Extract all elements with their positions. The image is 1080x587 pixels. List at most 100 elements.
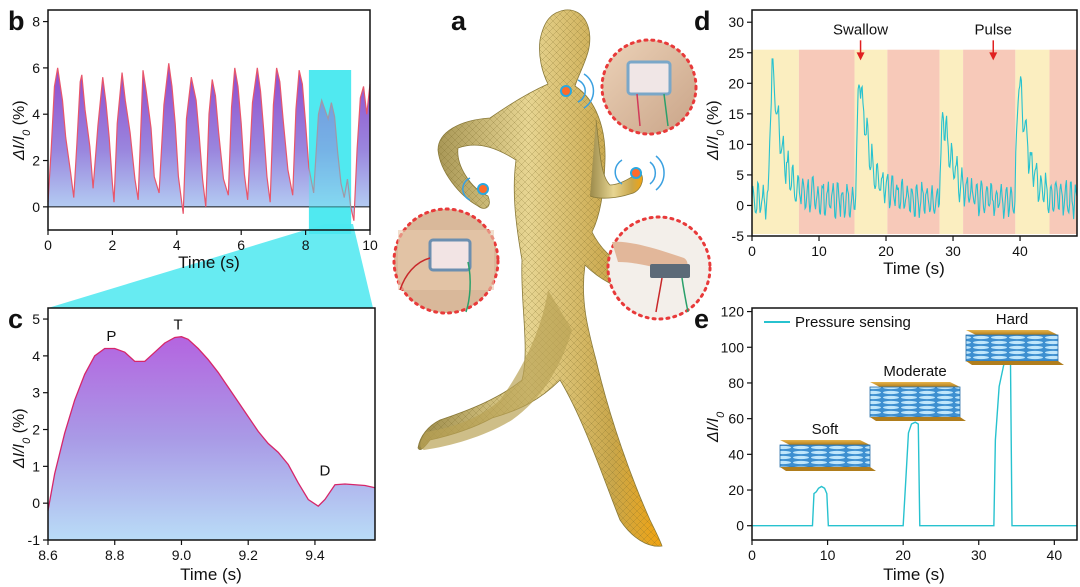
- panel-e-ylabel: ΔI/I0: [705, 411, 727, 443]
- panel-c-chart: P T D 8.6 8.8 9.0 9.2 9.4 -1 0 1 2 3 4 5 Time (s) ΔI/…: [11, 307, 376, 584]
- pressure-label-moderate: Moderate: [883, 363, 946, 380]
- material-stack-soft: Soft: [779, 421, 876, 471]
- pressure-label-hard: Hard: [996, 311, 1029, 328]
- annotation-swallow: Swallow: [833, 21, 888, 38]
- x-tick-label: 40: [1047, 547, 1063, 563]
- stack-top-plate: [966, 330, 1058, 335]
- stack-top-plate: [870, 382, 960, 387]
- annotation-arrow-head: [856, 52, 865, 61]
- inset-throat-sensor: [600, 38, 698, 136]
- stack-layers: [965, 334, 1059, 362]
- panel-label-a: a: [451, 6, 467, 36]
- runner-figure: [417, 9, 663, 547]
- annotation-arrow-head: [989, 52, 998, 61]
- stack-layers: [779, 444, 871, 468]
- x-tick-label: 6: [237, 237, 245, 253]
- inset-finger-sensor: [606, 215, 712, 321]
- panel-d-ylabel: ΔI/I0 (%): [705, 100, 727, 161]
- y-tick-label: 0: [736, 197, 744, 213]
- x-tick-label: 20: [878, 243, 894, 259]
- y-tick-label: 5: [736, 167, 744, 183]
- x-tick-label: 20: [895, 547, 911, 563]
- y-tick-label: 4: [32, 348, 40, 364]
- panel-label-c: c: [8, 304, 23, 334]
- y-tick-label: 25: [728, 45, 744, 61]
- panel-b-ylabel: ΔI/I0 (%): [11, 100, 33, 161]
- panel-c-ylabel: ΔI/I0 (%): [11, 408, 33, 469]
- panel-d-series-line: [751, 58, 1078, 220]
- wrist-signal-waves: [462, 177, 471, 201]
- legend-label: Pressure sensing: [795, 314, 911, 331]
- panel-e-frame: [751, 307, 1078, 541]
- x-tick-label: 0: [748, 243, 756, 259]
- y-tick-label: 8: [32, 14, 40, 30]
- finger-sensor-dot: [630, 167, 642, 179]
- x-tick-label: 30: [971, 547, 987, 563]
- panel-c-frame: [47, 307, 376, 541]
- panel-label-d: d: [694, 6, 711, 36]
- y-tick-label: 100: [721, 339, 745, 355]
- band-yellow: [752, 49, 799, 235]
- panel-b-frame: [47, 9, 371, 231]
- y-tick-label: 20: [728, 75, 744, 91]
- x-tick-label: 0: [748, 547, 756, 563]
- x-tick-label: 2: [109, 237, 117, 253]
- panel-a-illustration: [392, 9, 712, 547]
- panel-c-series-line: [47, 336, 376, 511]
- panel-c-area: [48, 336, 375, 540]
- material-stack-hard: Hard: [965, 311, 1064, 365]
- panel-b-xlabel: Time (s): [178, 253, 240, 272]
- peak-label-t: T: [174, 316, 183, 333]
- panel-e-chart: 0 10 20 30 40 0 20 40 60 80 100 120 Pressure sensin…: [705, 304, 1078, 584]
- y-tick-label: 0: [32, 199, 40, 215]
- y-tick-label: 1: [32, 458, 40, 474]
- y-tick-label: 0: [32, 495, 40, 511]
- band-yellow: [939, 49, 964, 235]
- x-tick-label: 9.2: [238, 547, 258, 563]
- stack-bottom-plate: [780, 467, 876, 471]
- x-tick-label: 9.4: [305, 547, 325, 563]
- peak-label-p: P: [106, 328, 116, 345]
- panel-c-xlabel: Time (s): [180, 565, 242, 584]
- y-tick-label: 2: [32, 422, 40, 438]
- inset-wrist-sensor: [392, 207, 500, 315]
- finger-signal-waves: [614, 155, 665, 191]
- y-tick-label: 5: [32, 311, 40, 327]
- annotation-pulse: Pulse: [974, 21, 1012, 38]
- y-tick-label: 15: [728, 106, 744, 122]
- panel-d-frame: [751, 9, 1078, 237]
- band-yellow: [854, 49, 888, 235]
- x-tick-label: 8.8: [105, 547, 125, 563]
- band-pink: [963, 49, 1016, 235]
- y-tick-label: 120: [721, 304, 745, 320]
- y-tick-label: 2: [32, 153, 40, 169]
- pressure-label-soft: Soft: [812, 421, 840, 438]
- panel-label-b: b: [8, 6, 25, 36]
- y-tick-label: 0: [736, 518, 744, 534]
- stack-top-plate: [780, 440, 870, 445]
- neck-sensor-dot: [560, 85, 572, 97]
- y-tick-label: 10: [728, 136, 744, 152]
- x-tick-label: 8.6: [38, 547, 58, 563]
- x-tick-label: 10: [820, 547, 836, 563]
- x-tick-label: 9.0: [172, 547, 192, 563]
- y-tick-label: -5: [732, 228, 745, 244]
- x-tick-label: 10: [362, 237, 378, 253]
- x-tick-label: 8: [302, 237, 310, 253]
- panel-label-e: e: [694, 304, 709, 334]
- y-tick-label: 80: [728, 375, 744, 391]
- peak-label-d: D: [320, 463, 331, 480]
- y-tick-label: 40: [728, 446, 744, 462]
- y-tick-label: 6: [32, 60, 40, 76]
- panel-e-legend: Pressure sensing: [764, 314, 911, 331]
- x-tick-label: 4: [173, 237, 181, 253]
- y-tick-label: 4: [32, 106, 40, 122]
- y-tick-label: 30: [728, 14, 744, 30]
- x-tick-label: 0: [44, 237, 52, 253]
- material-stack-moderate: Moderate: [869, 363, 966, 421]
- highlight-overlay: [308, 70, 352, 234]
- x-tick-label: 40: [1012, 243, 1028, 259]
- wrist-sensor-dot: [477, 183, 489, 195]
